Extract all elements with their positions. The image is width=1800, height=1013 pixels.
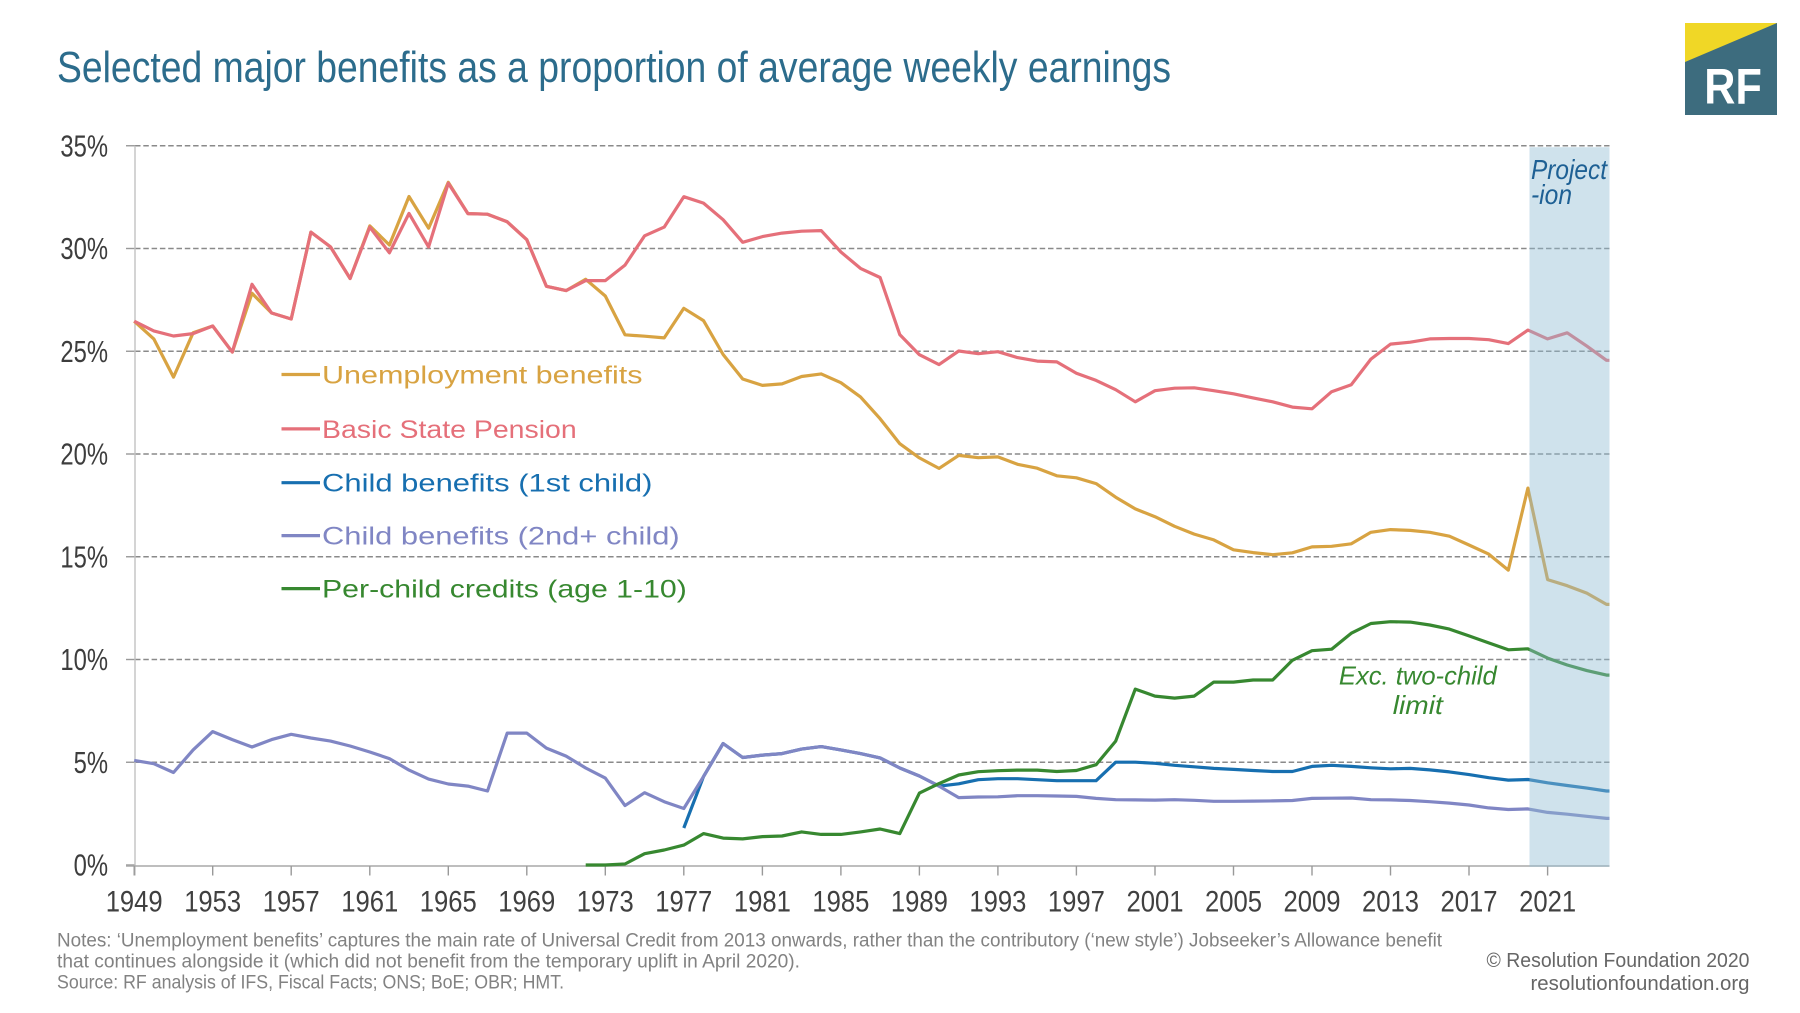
svg-text:1965: 1965 xyxy=(420,886,477,919)
svg-text:0%: 0% xyxy=(74,848,108,883)
svg-text:Unemployment benefits: Unemployment benefits xyxy=(322,362,643,390)
svg-text:Exc. two-child: Exc. two-child xyxy=(1339,660,1498,690)
svg-text:1989: 1989 xyxy=(891,886,948,919)
svg-text:1961: 1961 xyxy=(341,886,398,919)
svg-text:2001: 2001 xyxy=(1127,886,1184,919)
svg-text:10%: 10% xyxy=(60,642,108,677)
svg-text:Selected major benefits as a p: Selected major benefits as a proportion … xyxy=(57,43,1171,92)
svg-text:2021: 2021 xyxy=(1519,886,1576,919)
svg-text:1957: 1957 xyxy=(263,886,320,919)
svg-text:1981: 1981 xyxy=(734,886,791,919)
svg-text:-ion: -ion xyxy=(1531,179,1572,210)
svg-text:30%: 30% xyxy=(60,231,108,266)
svg-text:2013: 2013 xyxy=(1362,886,1419,919)
svg-text:1953: 1953 xyxy=(184,886,241,919)
svg-text:2017: 2017 xyxy=(1441,886,1498,919)
svg-text:RF: RF xyxy=(1704,58,1762,114)
svg-text:20%: 20% xyxy=(60,437,108,472)
svg-text:© Resolution Foundation 2020: © Resolution Foundation 2020 xyxy=(1487,949,1750,972)
svg-text:35%: 35% xyxy=(60,128,108,163)
svg-text:Source: RF analysis of IFS, Fi: Source: RF analysis of IFS, Fiscal Facts… xyxy=(57,973,564,994)
svg-text:Child benefits (1st child): Child benefits (1st child) xyxy=(322,470,652,498)
svg-text:1969: 1969 xyxy=(498,886,555,919)
svg-text:limit: limit xyxy=(1393,690,1445,720)
svg-text:resolutionfoundation.org: resolutionfoundation.org xyxy=(1531,972,1750,995)
svg-text:that continues alongside it (w: that continues alongside it (which did n… xyxy=(57,952,800,973)
svg-text:Per-child credits (age 1-10): Per-child credits (age 1-10) xyxy=(322,576,687,604)
svg-text:1985: 1985 xyxy=(812,886,869,919)
svg-text:2005: 2005 xyxy=(1205,886,1262,919)
svg-text:25%: 25% xyxy=(60,334,108,369)
svg-text:1973: 1973 xyxy=(577,886,634,919)
svg-text:5%: 5% xyxy=(74,745,108,780)
svg-text:15%: 15% xyxy=(60,540,108,575)
svg-text:2009: 2009 xyxy=(1284,886,1341,919)
svg-text:1993: 1993 xyxy=(969,886,1026,919)
svg-text:Notes: ‘Unemployment benefits’: Notes: ‘Unemployment benefits’ captures … xyxy=(57,930,1443,951)
svg-text:1977: 1977 xyxy=(655,886,712,919)
svg-text:1949: 1949 xyxy=(106,886,163,919)
svg-text:1997: 1997 xyxy=(1048,886,1105,919)
svg-text:Basic State Pension: Basic State Pension xyxy=(322,416,577,444)
svg-text:Project: Project xyxy=(1531,154,1608,185)
svg-text:Child benefits (2nd+ child): Child benefits (2nd+ child) xyxy=(322,523,680,551)
